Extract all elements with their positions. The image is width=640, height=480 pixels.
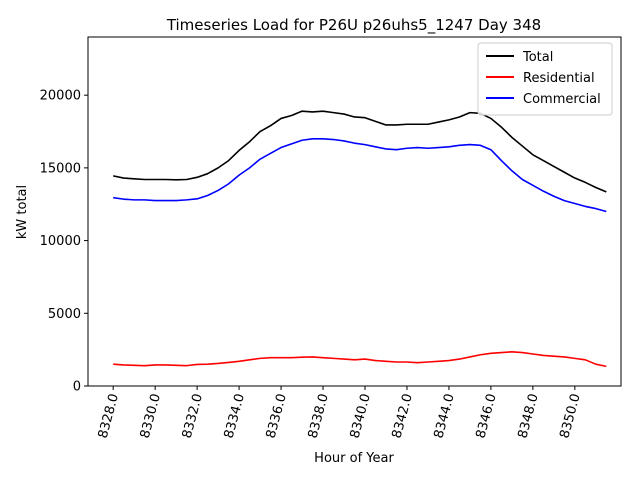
- x-tick-label: 8330.0: [138, 392, 164, 440]
- legend-label-total: Total: [522, 50, 553, 65]
- legend-label-commercial: Commercial: [523, 92, 601, 107]
- x-tick-label: 8328.0: [96, 392, 122, 440]
- plot-lines: [113, 110, 607, 368]
- x-tick-label: 8346.0: [473, 392, 499, 440]
- y-tick-label: 5000: [48, 307, 81, 322]
- x-tick-label: 8336.0: [264, 392, 290, 440]
- legend-label-residential: Residential: [523, 71, 595, 86]
- legend: Total Residential Commercial: [477, 42, 613, 116]
- x-axis: 8328.0 8330.0 8332.0 8334.0 8336.0 8338.0 8340…: [96, 386, 584, 440]
- y-tick-label: 0: [73, 380, 81, 395]
- x-tick-label: 8332.0: [180, 392, 206, 440]
- x-tick-label: 8340.0: [348, 392, 374, 440]
- x-tick-label: 8350.0: [557, 392, 583, 440]
- x-axis-label: Hour of Year: [314, 451, 394, 466]
- x-tick-label: 8334.0: [222, 392, 248, 440]
- y-axis-label: kW total: [15, 185, 30, 239]
- series-line-commercial: [113, 137, 607, 213]
- x-tick-label: 8342.0: [390, 392, 416, 440]
- x-tick-label: 8348.0: [515, 392, 541, 440]
- y-tick-label: 20000: [40, 89, 81, 104]
- series-line-residential: [113, 351, 607, 368]
- chart-title: Timeseries Load for P26U p26uhs5_1247 Da…: [166, 16, 541, 35]
- y-tick-label: 10000: [40, 234, 81, 249]
- plot-frame: [87, 36, 622, 387]
- x-tick-label: 8344.0: [432, 392, 458, 440]
- series-line-total: [113, 110, 607, 193]
- y-axis: 0 5000 10000 15000 20000: [40, 89, 88, 395]
- y-tick-label: 15000: [40, 161, 81, 176]
- x-tick-label: 8338.0: [306, 392, 332, 440]
